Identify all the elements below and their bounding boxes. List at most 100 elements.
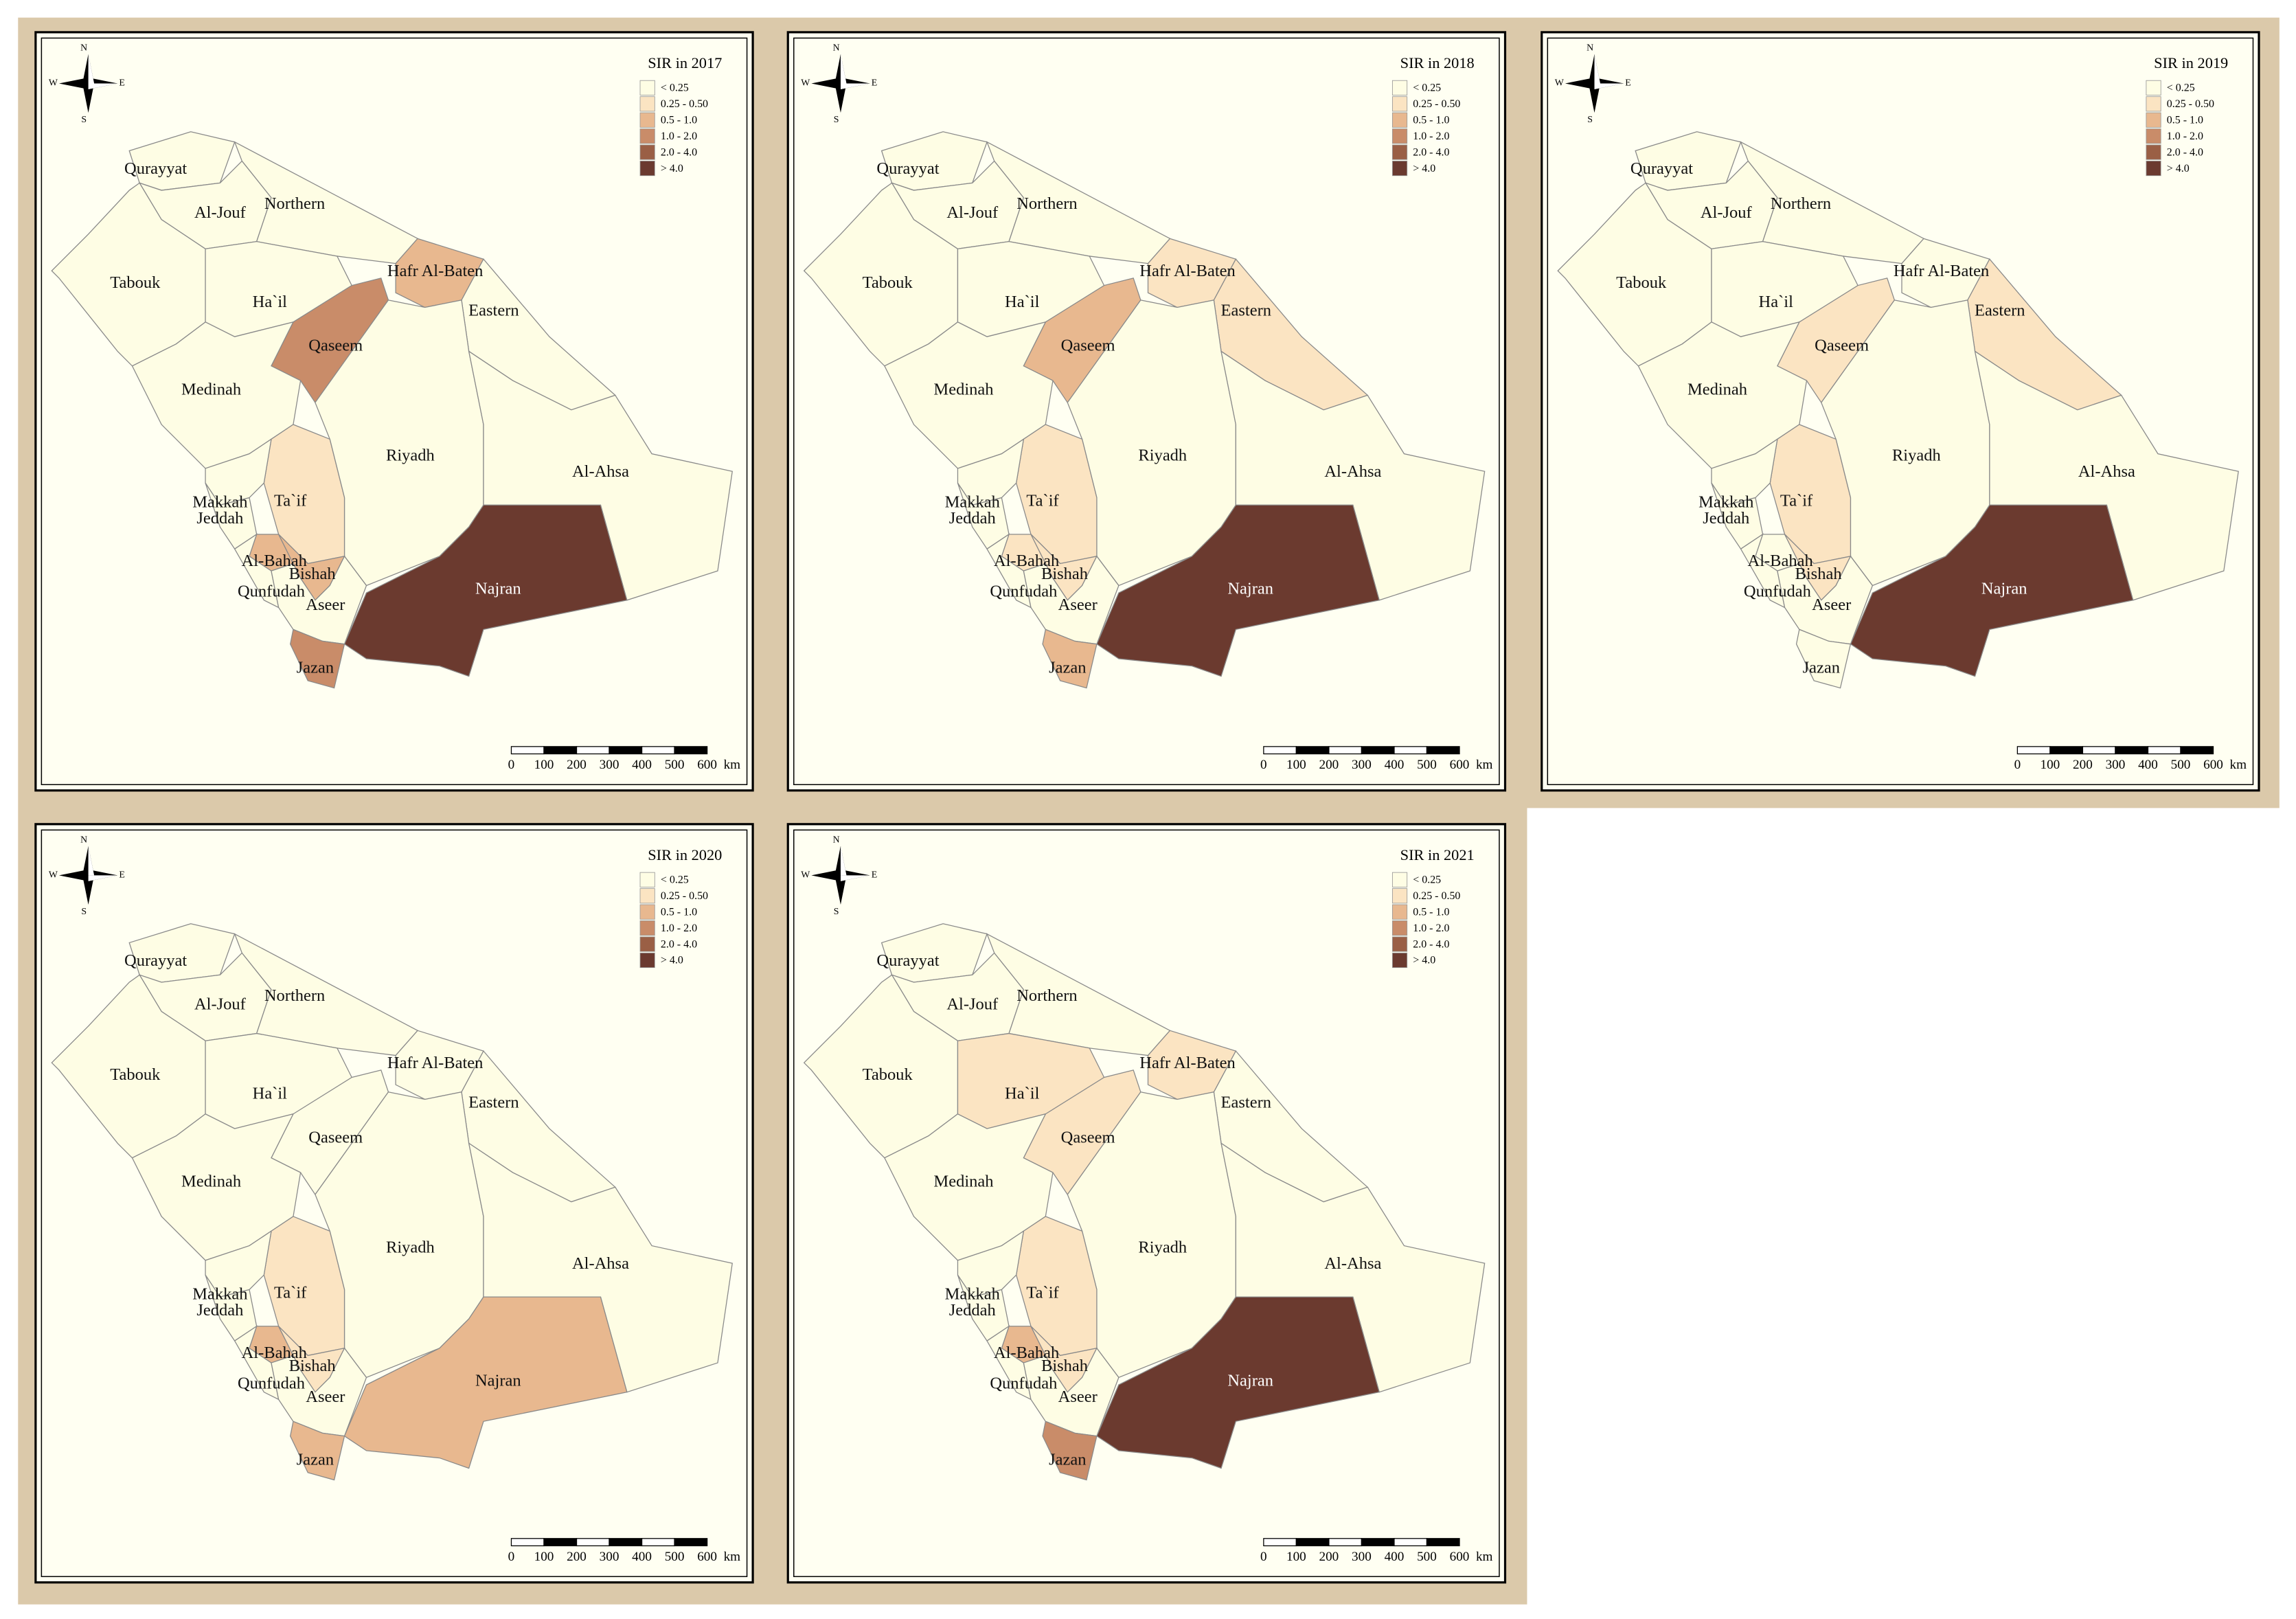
scale-label: 600 bbox=[2203, 758, 2223, 772]
region-label: Tabouk bbox=[110, 273, 161, 292]
region bbox=[290, 629, 345, 689]
legend-label: 0.25 - 0.50 bbox=[2167, 98, 2214, 110]
scale-label: 600 bbox=[1450, 1550, 1470, 1564]
region-label: Ha`il bbox=[253, 293, 288, 311]
region-label: Qaseem bbox=[1815, 337, 1869, 355]
legend-swatch bbox=[639, 952, 655, 969]
compass-north: N bbox=[80, 834, 87, 844]
legend-swatch bbox=[1391, 80, 1408, 95]
region bbox=[468, 350, 733, 601]
region-label: Qurayyat bbox=[1630, 159, 1693, 178]
legend-title: SIR in 2021 bbox=[1400, 846, 1475, 863]
compass-south: S bbox=[834, 114, 839, 124]
legend-label: 1.0 - 2.0 bbox=[661, 922, 697, 934]
scale-label: 300 bbox=[1352, 758, 1372, 772]
region-label: Eastern bbox=[468, 1093, 519, 1111]
legend-title: SIR in 2018 bbox=[1400, 54, 1475, 71]
region-label: Aseer bbox=[1058, 1388, 1098, 1406]
compass-west: W bbox=[49, 78, 58, 88]
compass-east: E bbox=[872, 78, 877, 88]
legend-label: 2.0 - 4.0 bbox=[661, 146, 697, 158]
legend-label: 0.5 - 1.0 bbox=[661, 114, 697, 126]
region-label: Najran bbox=[1227, 579, 1273, 598]
legend-swatch bbox=[2146, 112, 2161, 128]
legend-swatch bbox=[639, 936, 655, 952]
legend-title: SIR in 2019 bbox=[2154, 54, 2228, 71]
compass-west: W bbox=[49, 870, 58, 880]
legend-swatch bbox=[1391, 144, 1408, 160]
region-label: Qaseem bbox=[308, 337, 363, 355]
region-label: Makkah bbox=[1698, 493, 1753, 512]
scale-segment bbox=[609, 746, 643, 755]
region-label: Hafr Al-Baten bbox=[1139, 1054, 1235, 1072]
scale-label: 500 bbox=[1417, 758, 1437, 772]
legend-swatch bbox=[2146, 144, 2161, 160]
compass-north: N bbox=[1587, 42, 1593, 52]
scale-label: 400 bbox=[1385, 1550, 1405, 1564]
compass-half bbox=[88, 875, 118, 881]
legend-label: 0.5 - 1.0 bbox=[1413, 114, 1449, 126]
region-label: Aseer bbox=[306, 1388, 345, 1406]
legend-label: 0.5 - 1.0 bbox=[661, 906, 697, 918]
region bbox=[1096, 504, 1380, 677]
legend-swatch bbox=[1391, 936, 1408, 952]
region-label: Najran bbox=[475, 579, 521, 598]
scale-segment bbox=[2180, 746, 2214, 755]
legend-label: < 0.25 bbox=[661, 82, 689, 94]
region-label: Ta`if bbox=[1780, 492, 1813, 510]
legend-label: 0.25 - 0.50 bbox=[1413, 98, 1460, 110]
map-panel: Qurayyat Al-Jouf Northern Tabouk Ha`il Hafr A… bbox=[786, 823, 1507, 1584]
scale-segment bbox=[2049, 746, 2084, 755]
region-label: Ta`if bbox=[1026, 1284, 1059, 1302]
region-label: Ha`il bbox=[1759, 293, 1794, 311]
scale-segment bbox=[543, 746, 578, 755]
scale-segment bbox=[1361, 1538, 1395, 1547]
region bbox=[1042, 1420, 1098, 1481]
scale-label: 500 bbox=[2171, 758, 2191, 772]
panel-inner-border bbox=[1547, 37, 2254, 786]
region-label: Qaseem bbox=[1061, 337, 1115, 355]
region-label: Qunfudah bbox=[990, 582, 1057, 601]
compass-east: E bbox=[119, 78, 124, 88]
legend-swatch bbox=[639, 920, 655, 936]
scale-segment bbox=[2082, 746, 2116, 755]
compass-west: W bbox=[801, 78, 810, 88]
scale-label: 300 bbox=[2106, 758, 2126, 772]
legend-swatch bbox=[1391, 888, 1408, 904]
region-label: Al-Bahah bbox=[994, 552, 1059, 570]
scale-label: 500 bbox=[1417, 1550, 1437, 1564]
map-panel: Qurayyat Al-Jouf Northern Tabouk Ha`il Hafr A… bbox=[34, 31, 754, 792]
legend-swatch bbox=[639, 144, 655, 160]
region bbox=[468, 1142, 733, 1393]
region-label: Tabouk bbox=[863, 273, 913, 292]
region-label: Hafr Al-Baten bbox=[1139, 262, 1235, 280]
legend-swatch bbox=[1391, 904, 1408, 920]
legend-label: 1.0 - 2.0 bbox=[1413, 922, 1449, 934]
region-label: Al-Bahah bbox=[242, 1344, 307, 1362]
region bbox=[1220, 1142, 1486, 1393]
legend-swatch bbox=[639, 112, 655, 128]
region-label: Makkah bbox=[945, 493, 1000, 512]
scale-unit: km bbox=[1476, 758, 1493, 772]
scale-segment bbox=[641, 746, 675, 755]
scale-label: 500 bbox=[665, 1550, 685, 1564]
region-label: Bishah bbox=[1795, 565, 1842, 583]
compass-west: W bbox=[801, 870, 810, 880]
scale-label: 0 bbox=[508, 758, 515, 772]
legend-label: < 0.25 bbox=[661, 874, 689, 886]
scale-label: 300 bbox=[1352, 1550, 1372, 1564]
scale-label: 200 bbox=[1319, 758, 1339, 772]
region bbox=[1795, 629, 1852, 689]
legend-label: 0.5 - 1.0 bbox=[1413, 906, 1449, 918]
legend-label: 2.0 - 4.0 bbox=[2167, 146, 2203, 158]
scale-segment bbox=[576, 1538, 610, 1547]
scale-segment bbox=[1295, 1538, 1330, 1547]
region-label: Medinah bbox=[181, 1173, 241, 1191]
region-label: Eastern bbox=[468, 302, 519, 320]
region-label: Al-Ahsa bbox=[572, 1254, 629, 1273]
region bbox=[1974, 350, 2239, 601]
scale-segment bbox=[510, 746, 545, 755]
region-label: Makkah bbox=[192, 493, 247, 512]
compass-west: W bbox=[1555, 78, 1565, 88]
legend-label: 0.5 - 1.0 bbox=[2167, 114, 2203, 126]
